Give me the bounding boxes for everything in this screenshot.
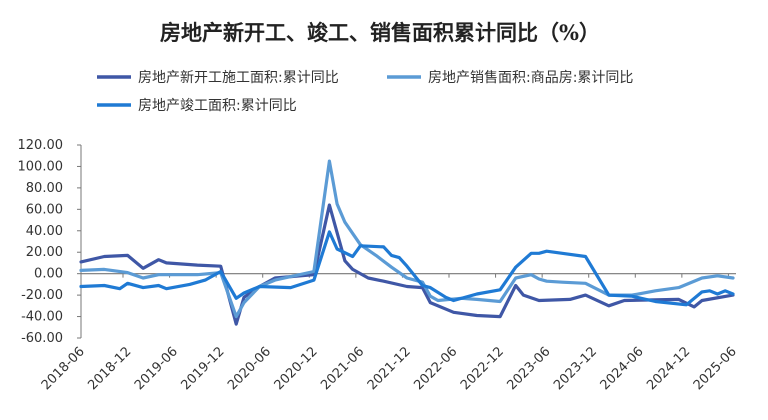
chart-title: 房地产新开工、竣工、销售面积累计同比（%） [160,20,600,45]
x-tick-label: 2024-06 [598,344,647,393]
series-line-1 [79,203,735,326]
y-tick-label: -40.00 [21,310,63,325]
legend-label-2: 房地产销售面积:商品房:累计同比 [428,70,633,86]
x-tick-label: 2023-06 [505,344,554,393]
y-tick-label: -20.00 [21,288,63,303]
y-tick-label: 60.00 [26,202,63,217]
x-axis: 2018-062018-122019-062019-122020-062020-… [39,273,740,393]
y-tick-label: 0.00 [34,267,63,282]
legend-label-1: 房地产新开工施工面积:累计同比 [138,70,339,86]
x-tick-label: 2019-12 [179,344,228,393]
y-tick-label: 120.00 [18,138,64,153]
y-tick-label: 80.00 [26,181,63,196]
x-tick-label: 2020-06 [225,344,274,393]
legend: 房地产新开工施工面积:累计同比 房地产销售面积:商品房:累计同比房地产竣工面积:累… [97,70,633,114]
y-tick-label: 40.00 [26,224,63,239]
x-tick-label: 2025-06 [691,344,740,393]
x-tick-label: 2022-12 [458,344,507,393]
y-tick-label: 20.00 [26,245,63,260]
x-tick-label: 2019-06 [132,344,181,393]
series-line-3 [79,230,735,307]
x-tick-label: 2021-12 [365,344,414,393]
x-tick-label: 2020-12 [272,344,321,393]
y-tick-label: 100.00 [18,159,64,174]
y-tick-label: -60.00 [21,331,63,346]
legend-label-3: 房地产竣工面积:累计同比 [138,98,297,114]
x-tick-label: 2024-12 [644,344,693,393]
x-tick-label: 2018-06 [39,344,88,393]
x-tick-label: 2021-06 [318,344,367,393]
x-tick-label: 2023-12 [551,344,600,393]
x-tick-label: 2018-12 [85,344,134,393]
y-axis: 120.00 100.00 80.00 60.00 40.00 20.00 0.00 -20.… [18,138,82,346]
series-lines [79,159,735,326]
x-tick-label: 2022-06 [411,344,460,393]
series-line-2 [79,159,735,319]
